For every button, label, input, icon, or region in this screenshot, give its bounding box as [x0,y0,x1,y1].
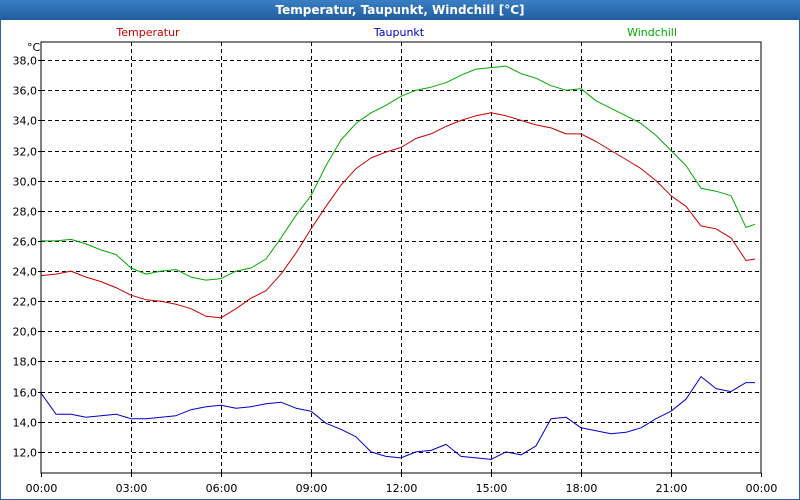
x-tick-date: 19.07.14 [647,497,696,499]
x-tick-time: 12:00 [386,482,418,495]
series-line-temperatur [40,112,756,319]
y-axis-unit: °C [27,41,41,54]
series-line-windchill [41,65,756,281]
y-tick-label: 24,0 [13,266,38,279]
x-tick-date: 19.07.14 [467,497,516,499]
y-tick-label: 20,0 [13,326,38,339]
x-tick-time: 09:00 [296,482,328,495]
x-tick-date: 20.07.14 [737,497,786,499]
y-tick-label: 28,0 [13,206,38,219]
legend: Temperatur Taupunkt Windchill [115,26,677,39]
x-tick-date: 19.07.14 [377,497,426,499]
legend-temperatur: Temperatur [115,26,180,39]
x-tick-time: 18:00 [566,482,598,495]
legend-taupunkt: Taupunkt [373,26,425,39]
y-tick-label: 26,0 [13,236,38,249]
y-tick-label: 12,0 [13,447,38,460]
x-tick-time: 03:00 [116,482,148,495]
axes: 38,0 36,0 34,0 32,0 30,0 28,0 26,0 24,0 22,0 20,0… [13,55,786,500]
y-tick-label: 38,0 [13,55,38,68]
y-tick-label: 34,0 [13,115,38,128]
series-lines [40,65,756,460]
line-chart: 38,0 36,0 34,0 32,0 30,0 28,0 26,0 24,0 22,0 20,0… [13,26,786,500]
x-tick-date: 19.07.14 [557,497,606,499]
y-tick-label: 18,0 [13,356,38,369]
window-title: Temperatur, Taupunkt, Windchill [°C] [0,0,800,20]
x-tick-date: 19.07.14 [287,497,336,499]
x-tick-time: 15:00 [476,482,508,495]
x-tick-time: 00:00 [26,482,58,495]
x-tick-date: 19.07.14 [107,497,156,499]
chart-panel: 38,0 36,0 34,0 32,0 30,0 28,0 26,0 24,0 22,0 20,0… [1,20,799,499]
x-tick-time: 21:00 [656,482,688,495]
y-tick-label: 16,0 [13,387,38,400]
y-tick-label: 22,0 [13,296,38,309]
legend-windchill: Windchill [627,26,677,39]
series-line-taupunkt [40,376,755,460]
y-tick-label: 32,0 [13,146,38,159]
x-tick-date: 19.07.14 [17,497,66,499]
x-tick-time: 00:00 [746,482,778,495]
y-tick-label: 14,0 [13,417,38,430]
grid [41,42,761,473]
y-tick-label: 30,0 [13,176,38,189]
y-tick-label: 36,0 [13,85,38,98]
x-tick-date: 19.07.14 [197,497,246,499]
x-tick-time: 06:00 [206,482,238,495]
